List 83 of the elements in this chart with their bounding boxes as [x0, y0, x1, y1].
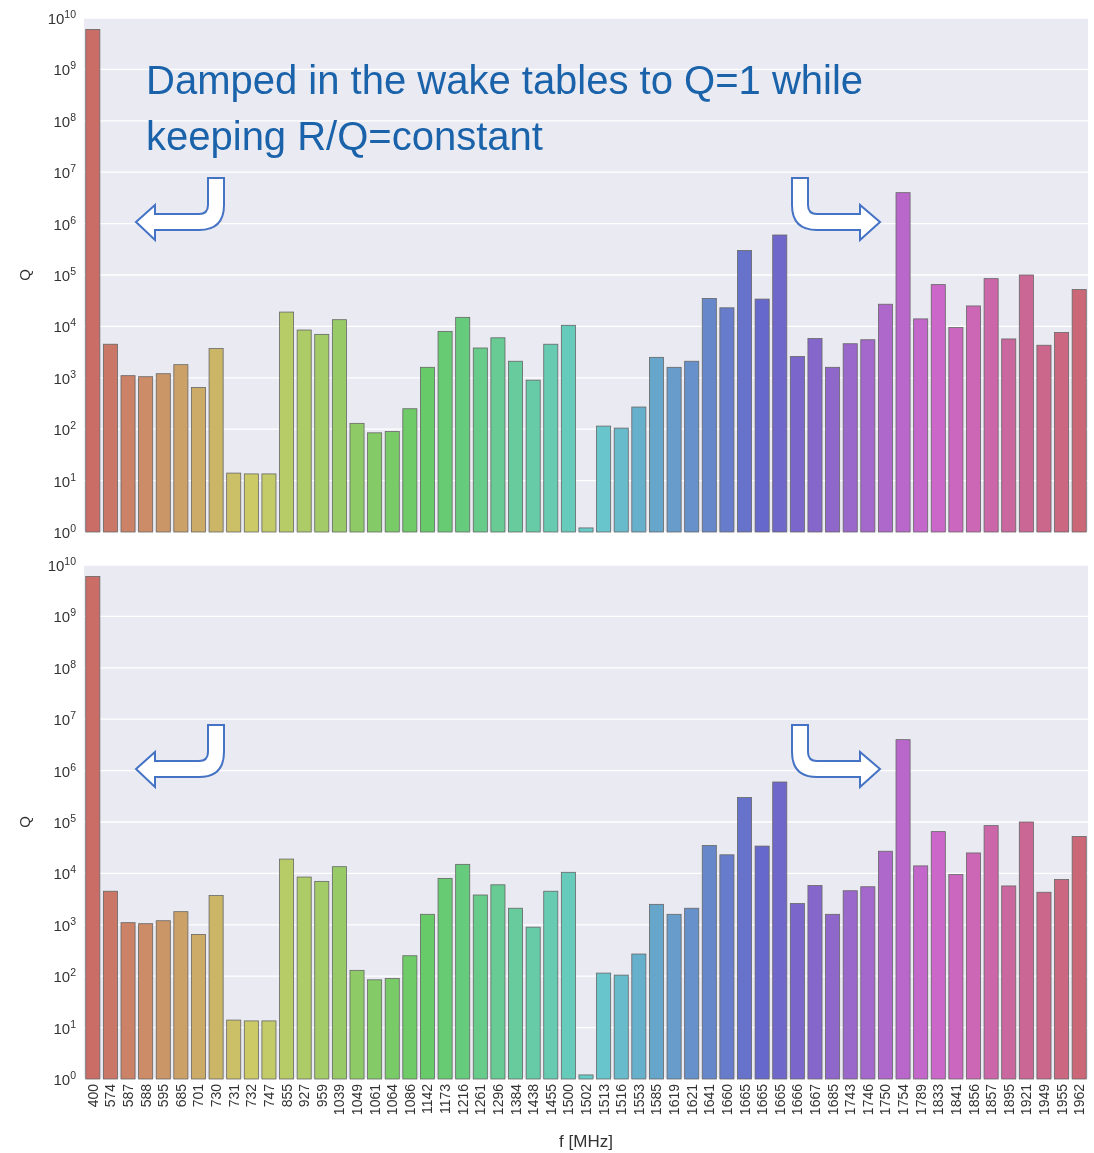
x-tick-label: 1621 [683, 1083, 700, 1116]
x-tick-label: 1754 [895, 1083, 912, 1116]
x-tick-label: 595 [155, 1083, 172, 1108]
y-tick-label: 10$^{2}$ [53, 419, 77, 439]
x-tick-label: 1619 [666, 1083, 683, 1116]
x-tick-label: 1665 [771, 1083, 788, 1116]
x-tick-label: 730 [208, 1083, 225, 1108]
y-tick-label: 10$^{3}$ [53, 914, 77, 934]
y-tick-label: 10$^{8}$ [53, 110, 77, 130]
x-tick-label: 1750 [877, 1083, 894, 1116]
y-tick-label: 10$^{0}$ [53, 522, 77, 541]
y-axis-title: Q [16, 816, 33, 828]
x-tick-label: 1061 [366, 1083, 383, 1116]
y-tick-label: 10$^{9}$ [53, 59, 77, 79]
x-tick-label: 1665 [754, 1083, 771, 1116]
x-tick-label: 959 [313, 1083, 330, 1108]
x-tick-label: 1666 [789, 1083, 806, 1116]
x-tick-label: 1086 [401, 1083, 418, 1116]
x-tick-label: 1455 [542, 1083, 559, 1116]
x-tick-label: 1553 [630, 1083, 647, 1116]
y-tick-label: 10$^{5}$ [53, 812, 77, 831]
y-axis-title: Q [16, 269, 33, 281]
y-tick-label: 10$^{8}$ [53, 657, 77, 677]
x-tick-label: 1743 [842, 1083, 859, 1116]
annotation: Damped in the wake tables to Q=1 while keeping R/Q=constant [146, 58, 864, 158]
x-tick-label: 1384 [507, 1083, 524, 1116]
y-tick-label: 10$^{3}$ [53, 367, 77, 387]
x-tick-label: 927 [296, 1083, 313, 1108]
y-tick-label: 10$^{0}$ [53, 1069, 77, 1088]
y-tick-label: 10$^{10}$ [47, 555, 77, 574]
x-tick-label: 1841 [947, 1083, 964, 1116]
y-tick-label: 10$^{9}$ [53, 606, 77, 626]
x-tick-label: 1585 [648, 1083, 665, 1116]
x-tick-label: 732 [243, 1083, 260, 1108]
x-tick-label: 855 [278, 1083, 295, 1108]
x-tick-label: 1261 [472, 1083, 489, 1116]
x-tick-label: 685 [172, 1083, 189, 1108]
x-tick-label: 1513 [595, 1083, 612, 1116]
x-tick-label: 1789 [912, 1083, 929, 1116]
y-tick-label: 10$^{10}$ [47, 8, 77, 27]
x-tick-label: 1660 [718, 1083, 735, 1116]
x-tick-label: 1438 [525, 1083, 542, 1116]
y-tick-label: 10$^{1}$ [53, 1017, 77, 1037]
x-tick-label: 1216 [454, 1083, 471, 1116]
x-tick-label: 1641 [701, 1083, 718, 1116]
x-tick-label: 1665 [736, 1083, 753, 1116]
y-tick-label: 10$^{4}$ [53, 863, 77, 883]
x-tick-label: 1962 [1071, 1083, 1088, 1116]
x-tick-label: 731 [225, 1083, 242, 1108]
y-tick-label: 10$^{6}$ [53, 760, 77, 780]
y-tick-label: 10$^{5}$ [53, 265, 77, 284]
x-tick-label: 588 [137, 1083, 154, 1108]
y-tick-label: 10$^{7}$ [53, 162, 77, 182]
x-tick-label: 1667 [806, 1083, 823, 1116]
x-axis-title: f [MHz] [559, 1132, 613, 1151]
x-tick-label: 1142 [419, 1083, 436, 1115]
x-tick-label: 1064 [384, 1083, 401, 1116]
x-tick-label: 587 [120, 1083, 137, 1108]
y-tick-label: 10$^{2}$ [53, 966, 77, 986]
x-tick-label: 1500 [560, 1083, 577, 1116]
x-tick-label: 1856 [965, 1083, 982, 1116]
x-tick-label: 747 [260, 1083, 277, 1108]
x-tick-label: 1173 [437, 1083, 454, 1115]
x-tick-label: 400 [84, 1083, 101, 1108]
x-tick-label: 1833 [930, 1083, 947, 1116]
x-tick-label: 1502 [578, 1083, 594, 1116]
y-tick-label: 10$^{4}$ [53, 316, 77, 336]
x-tick-label: 1685 [824, 1083, 841, 1116]
x-tick-label: 1049 [349, 1083, 366, 1116]
x-tick-label: 1955 [1053, 1083, 1070, 1116]
y-tick-label: 10$^{6}$ [53, 213, 77, 233]
x-tick-label: 701 [190, 1083, 207, 1108]
x-tick-label: 1949 [1035, 1083, 1052, 1116]
x-tick-label: 574 [102, 1083, 119, 1108]
x-tick-label: 1516 [613, 1083, 630, 1116]
x-tick-label: 1039 [331, 1083, 348, 1116]
x-tick-label: 1857 [983, 1083, 1000, 1116]
x-tick-label: 1895 [1000, 1083, 1017, 1116]
x-tick-label: 1746 [859, 1083, 876, 1116]
x-tick-label: 1921 [1018, 1083, 1035, 1116]
x-tick-label: 1296 [489, 1083, 506, 1116]
y-tick-label: 10$^{7}$ [53, 709, 77, 729]
y-tick-label: 10$^{1}$ [53, 470, 77, 490]
